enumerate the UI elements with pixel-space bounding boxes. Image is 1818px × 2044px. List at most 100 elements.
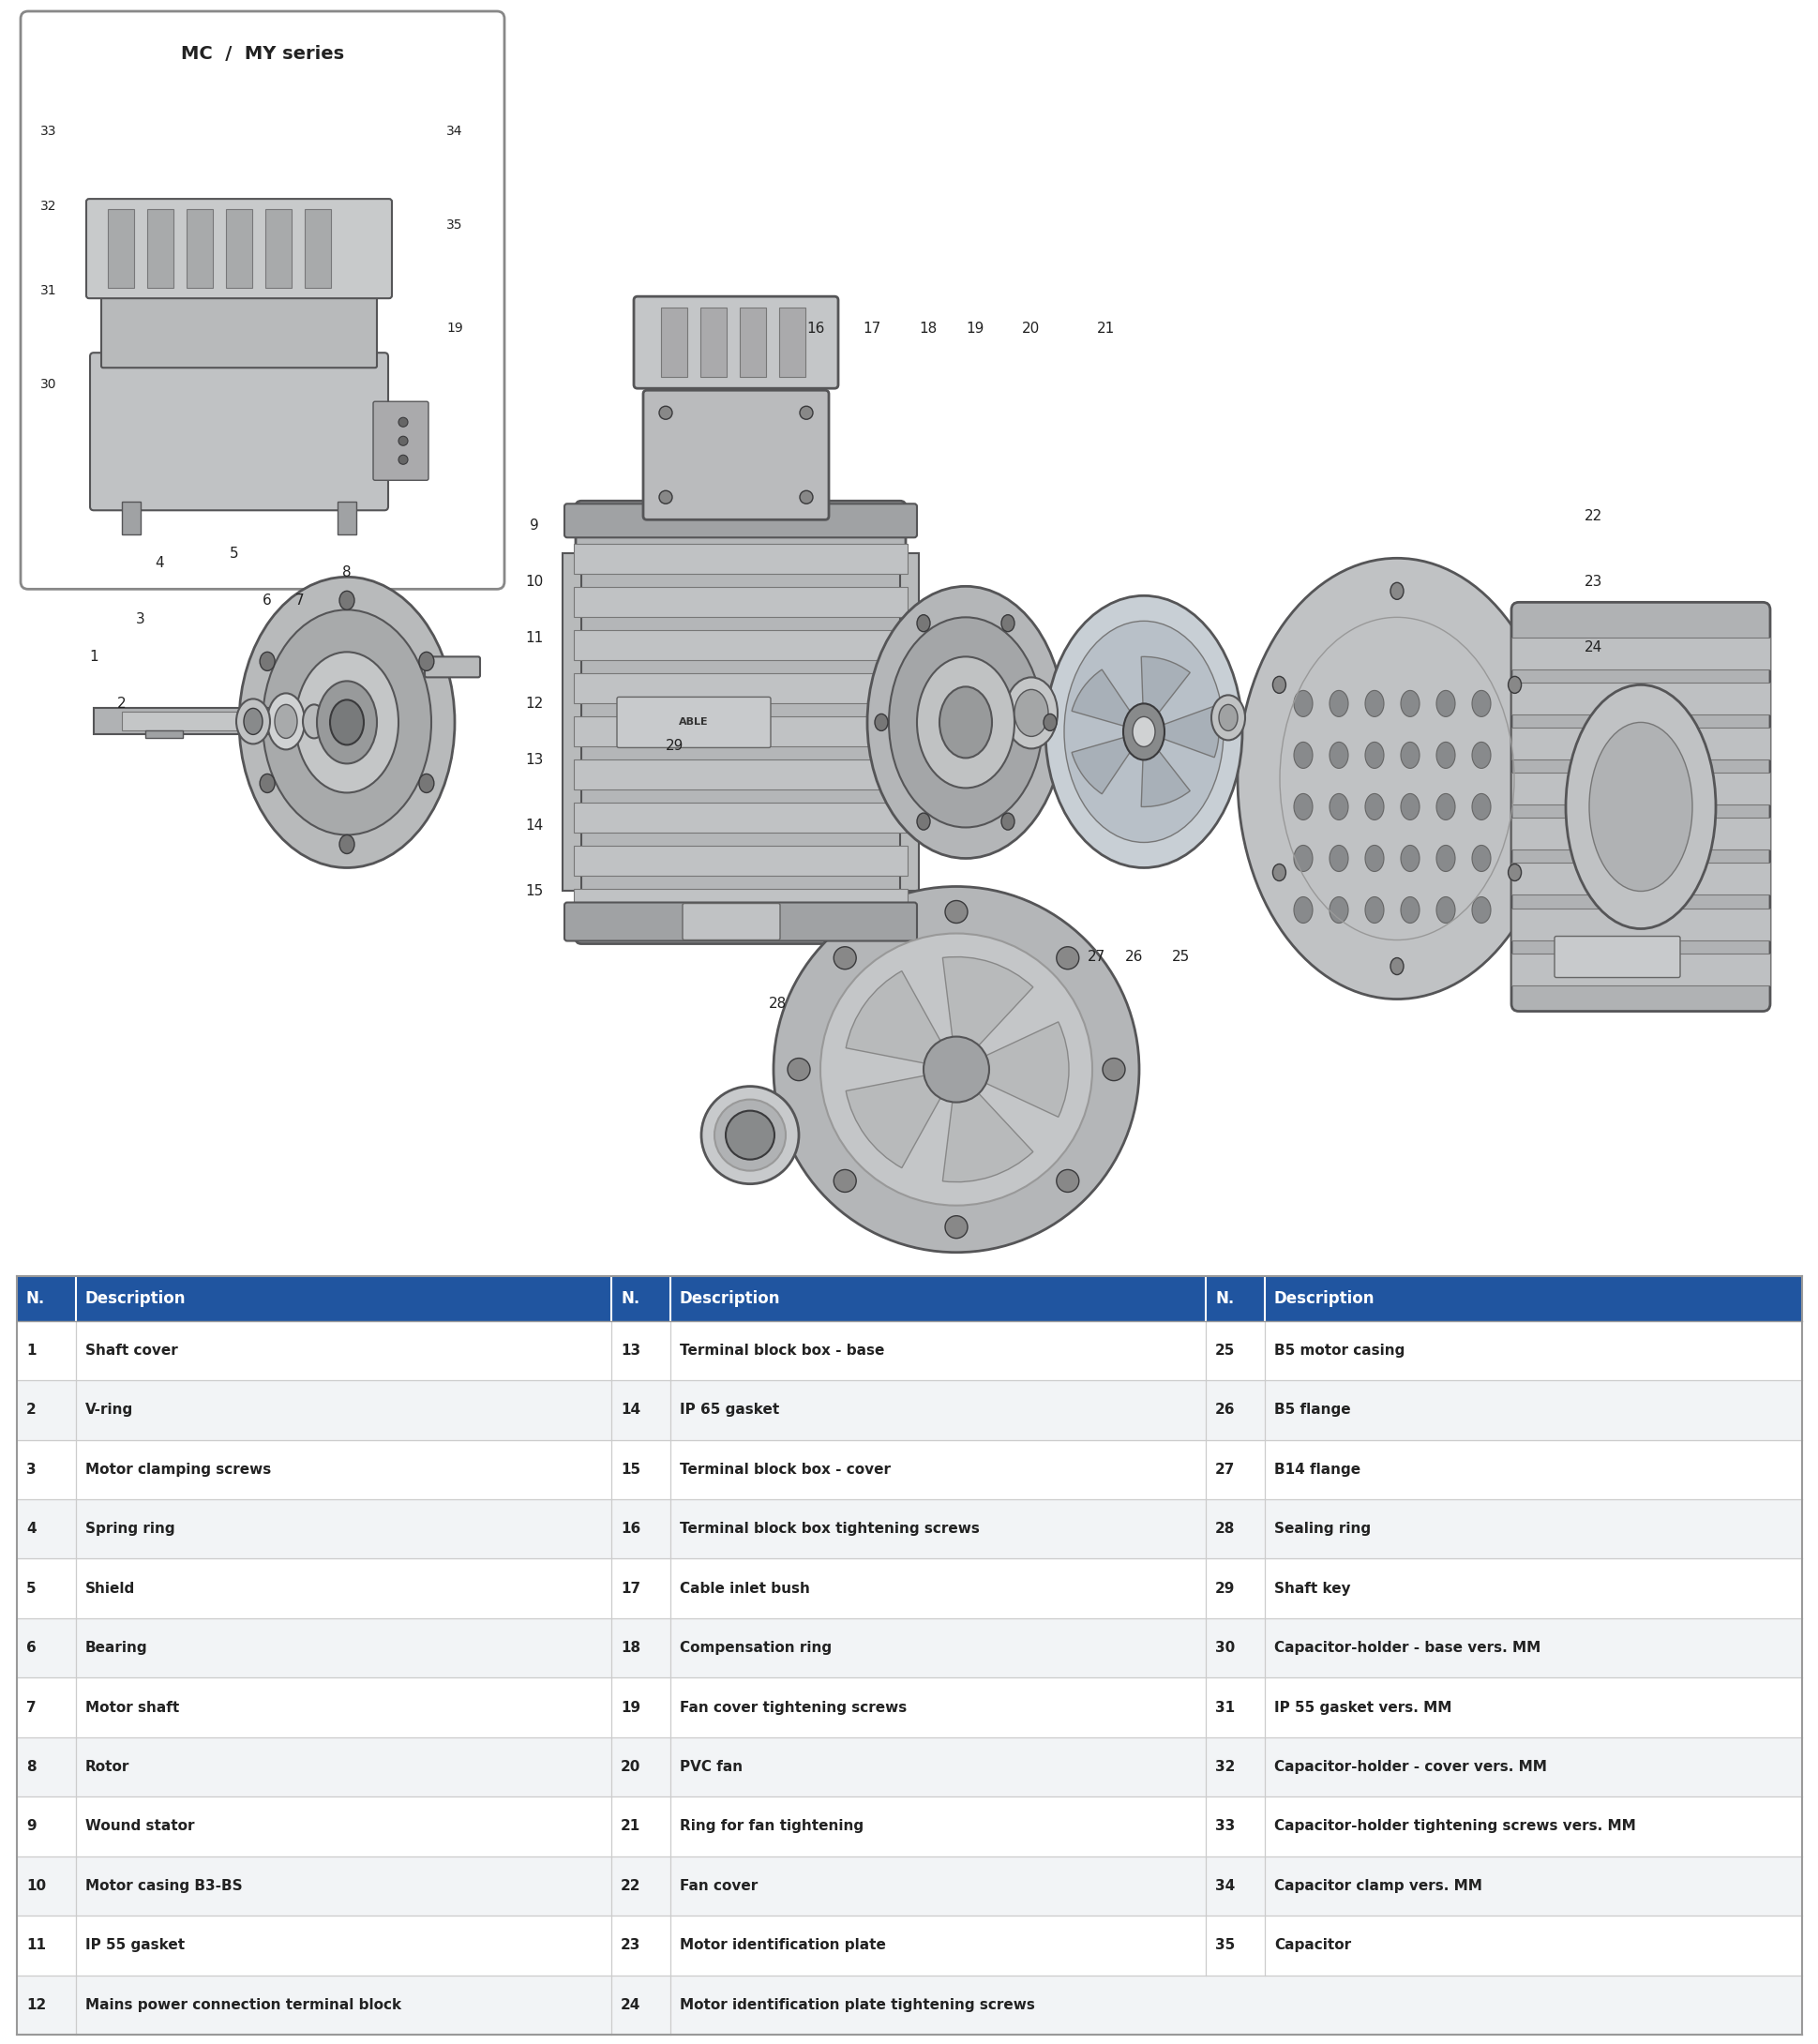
Text: 30: 30: [40, 378, 56, 390]
Bar: [1511, 863, 1769, 895]
Ellipse shape: [1102, 1059, 1125, 1081]
Text: 11: 11: [525, 632, 544, 646]
Ellipse shape: [236, 699, 269, 744]
Ellipse shape: [1329, 691, 1347, 717]
Bar: [147, 208, 173, 288]
Ellipse shape: [1400, 793, 1418, 820]
Text: MC  /  MY series: MC / MY series: [180, 45, 344, 63]
Text: 2: 2: [118, 697, 125, 711]
Ellipse shape: [1005, 677, 1056, 748]
Bar: [107, 208, 135, 288]
Ellipse shape: [936, 650, 974, 701]
Ellipse shape: [1293, 793, 1313, 820]
Ellipse shape: [1400, 742, 1418, 769]
Bar: [1511, 773, 1769, 805]
Bar: [16, 1737, 1802, 1797]
Ellipse shape: [833, 1169, 856, 1192]
FancyBboxPatch shape: [85, 198, 391, 298]
Ellipse shape: [302, 705, 325, 738]
Text: Capacitor-holder tightening screws vers. MM: Capacitor-holder tightening screws vers.…: [1273, 1819, 1634, 1833]
Bar: [573, 630, 907, 660]
Ellipse shape: [260, 775, 275, 793]
Bar: [573, 889, 907, 920]
Text: 1: 1: [25, 1343, 36, 1357]
Ellipse shape: [658, 491, 673, 503]
Text: 23: 23: [620, 1938, 640, 1952]
Ellipse shape: [1044, 713, 1056, 732]
Text: 22: 22: [1583, 509, 1602, 523]
Text: 29: 29: [1214, 1582, 1234, 1596]
Wedge shape: [845, 971, 956, 1069]
Text: 8: 8: [342, 566, 351, 578]
Text: Terminal block box - cover: Terminal block box - cover: [680, 1464, 891, 1476]
Wedge shape: [942, 957, 1033, 1069]
Bar: [16, 1915, 1802, 1975]
Text: 15: 15: [525, 885, 544, 897]
Ellipse shape: [1124, 703, 1164, 760]
Text: Terminal block box tightening screws: Terminal block box tightening screws: [680, 1523, 980, 1535]
Text: 13: 13: [620, 1343, 640, 1357]
Ellipse shape: [1365, 691, 1383, 717]
Text: 28: 28: [1214, 1523, 1234, 1535]
Text: 12: 12: [25, 1997, 45, 2011]
Ellipse shape: [1471, 742, 1491, 769]
Ellipse shape: [398, 417, 407, 427]
Text: 9: 9: [529, 519, 538, 531]
Text: 8: 8: [25, 1760, 36, 1774]
Text: Motor shaft: Motor shaft: [85, 1701, 178, 1715]
Bar: [1511, 818, 1769, 850]
Bar: [900, 554, 918, 891]
FancyBboxPatch shape: [564, 903, 916, 940]
Text: 27: 27: [1214, 1464, 1234, 1476]
Text: 24: 24: [620, 1997, 640, 2011]
Ellipse shape: [916, 615, 929, 632]
Ellipse shape: [418, 652, 435, 670]
Text: 33: 33: [40, 125, 56, 137]
Text: 18: 18: [918, 321, 936, 335]
Ellipse shape: [340, 591, 355, 609]
Text: 19: 19: [965, 321, 984, 335]
Text: 2: 2: [25, 1402, 36, 1416]
Ellipse shape: [1400, 691, 1418, 717]
Text: Terminal block box - base: Terminal block box - base: [680, 1343, 884, 1357]
Text: 7: 7: [295, 593, 304, 607]
Ellipse shape: [238, 576, 454, 869]
Ellipse shape: [1014, 689, 1047, 736]
Text: 15: 15: [620, 1464, 640, 1476]
Text: Description: Description: [680, 1290, 780, 1306]
Ellipse shape: [267, 693, 305, 750]
Text: 25: 25: [1173, 950, 1189, 965]
Ellipse shape: [924, 1036, 989, 1102]
Text: Rotor: Rotor: [85, 1760, 129, 1774]
Text: 16: 16: [805, 321, 824, 335]
FancyBboxPatch shape: [373, 401, 429, 480]
Ellipse shape: [1400, 846, 1418, 871]
Bar: [338, 503, 356, 536]
Bar: [16, 1498, 1802, 1560]
Text: 3: 3: [25, 1464, 36, 1476]
FancyBboxPatch shape: [682, 903, 780, 940]
Bar: [225, 208, 253, 288]
Text: PVC fan: PVC fan: [680, 1760, 742, 1774]
Bar: [95, 709, 347, 734]
Wedge shape: [1140, 732, 1189, 807]
Text: N.: N.: [1214, 1290, 1234, 1306]
Ellipse shape: [1565, 685, 1714, 928]
Ellipse shape: [1273, 865, 1285, 881]
Text: 30: 30: [1214, 1641, 1234, 1656]
Text: 20: 20: [1022, 321, 1040, 335]
Text: 21: 21: [620, 1819, 640, 1833]
Text: N.: N.: [620, 1290, 640, 1306]
Text: 23: 23: [1583, 574, 1602, 589]
Text: 26: 26: [1214, 1402, 1234, 1416]
Ellipse shape: [1507, 865, 1520, 881]
Ellipse shape: [1329, 897, 1347, 924]
Text: 28: 28: [769, 997, 787, 1012]
Text: 26: 26: [1125, 950, 1144, 965]
Text: Mains power connection terminal block: Mains power connection terminal block: [85, 1997, 402, 2011]
Ellipse shape: [1329, 846, 1347, 871]
Ellipse shape: [1056, 946, 1078, 969]
Text: 16: 16: [620, 1523, 640, 1535]
Text: Description: Description: [85, 1290, 185, 1306]
Ellipse shape: [340, 834, 355, 854]
